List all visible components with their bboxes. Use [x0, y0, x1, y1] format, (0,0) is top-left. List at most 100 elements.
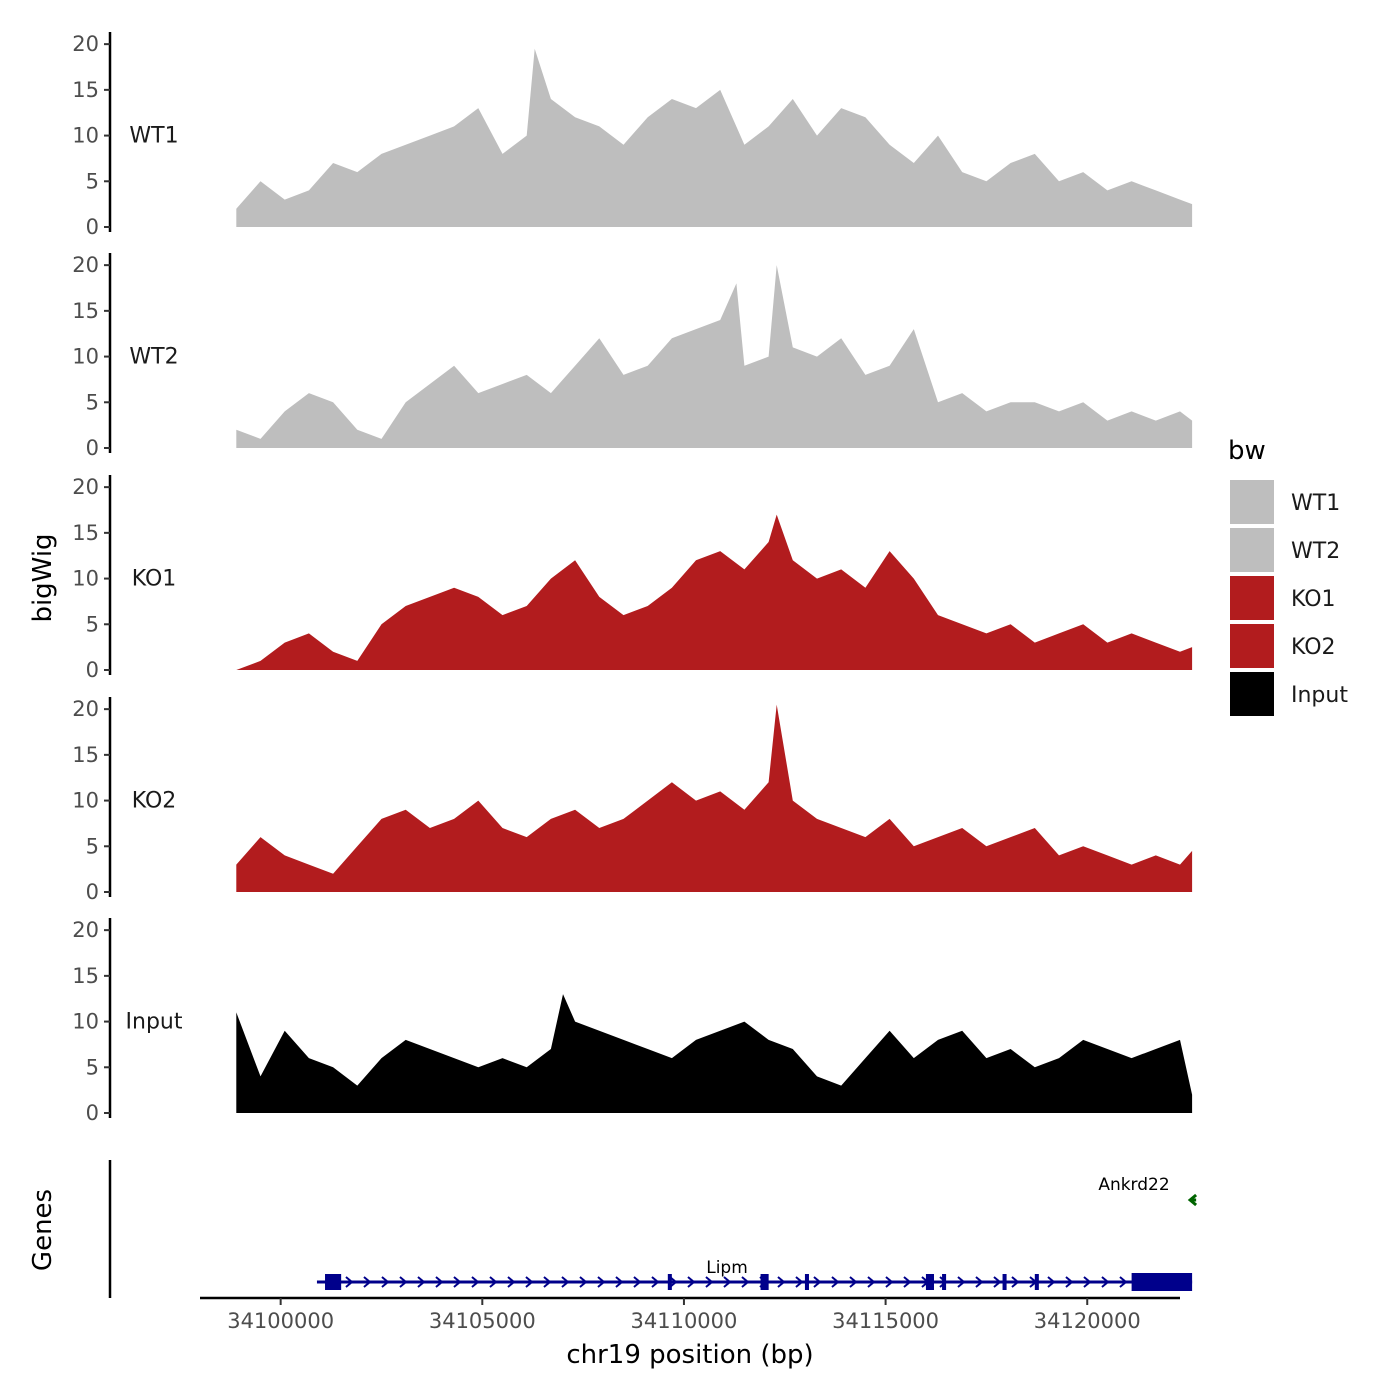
- y-tick-label: 0: [86, 658, 99, 682]
- strand-arrow: [525, 1276, 534, 1288]
- gene-track: Lipm Ankrd22: [108, 1160, 1198, 1298]
- strand-arrow: [849, 1276, 858, 1288]
- strand-arrow: [363, 1276, 372, 1288]
- x-tick-label: 34110000: [631, 1309, 738, 1333]
- strand-arrow: [831, 1276, 840, 1288]
- gene-exon: [1131, 1273, 1193, 1291]
- legend-label: WT2: [1291, 539, 1340, 564]
- y-tick-label: 15: [72, 78, 99, 102]
- legend-label: Input: [1291, 683, 1348, 708]
- y-tick-label: 15: [72, 964, 99, 988]
- legend-key-wt2: [1230, 528, 1274, 572]
- track-ko1: 0 5 10 15 20 KO1: [72, 475, 1193, 682]
- strand-arrow: [957, 1276, 966, 1288]
- strand-arrow: [543, 1276, 552, 1288]
- gene-exon: [325, 1274, 342, 1290]
- y-axis-title: bigWig: [28, 533, 58, 622]
- track-label: KO1: [132, 567, 177, 592]
- y-tick-label: 10: [72, 1010, 99, 1034]
- y-tick-label: 5: [86, 1055, 99, 1079]
- strand-arrow: [561, 1276, 570, 1288]
- y-tick-label: 0: [86, 880, 99, 904]
- strand-arrow: [1083, 1276, 1092, 1288]
- strand-arrow: [741, 1276, 750, 1288]
- coverage-area-ko2: [236, 704, 1193, 892]
- strand-arrow: [885, 1276, 894, 1288]
- gene-exon: [925, 1274, 934, 1290]
- y-tick-label: 5: [86, 390, 99, 414]
- legend-key-ko2: [1230, 624, 1274, 668]
- track-wt1: 0 5 10 15 20 WT1: [72, 32, 1193, 239]
- strand-arrow: [1187, 1193, 1198, 1207]
- y-tick-label: 5: [86, 834, 99, 858]
- strand-arrow: [795, 1276, 804, 1288]
- strand-arrow: [489, 1276, 498, 1288]
- strand-arrow: [345, 1276, 354, 1288]
- y-tick-label: 20: [72, 253, 99, 277]
- y-tick-label: 10: [72, 567, 99, 591]
- strand-arrow: [723, 1276, 732, 1288]
- strand-arrow: [975, 1276, 984, 1288]
- y-tick-label: 15: [72, 521, 99, 545]
- y-tick-label: 15: [72, 299, 99, 323]
- x-tick-label: 34105000: [429, 1309, 536, 1333]
- y-tick-label: 5: [86, 612, 99, 636]
- y-tick-label: 20: [72, 32, 99, 56]
- strand-arrow: [669, 1276, 678, 1288]
- strand-arrow: [1119, 1276, 1128, 1288]
- legend-title: bw: [1228, 436, 1266, 466]
- strand-arrow: [903, 1276, 912, 1288]
- track-wt2: 0 5 10 15 20 WT2: [72, 253, 1193, 460]
- y-tick-label: 20: [72, 697, 99, 721]
- track-label: WT2: [129, 345, 178, 370]
- track-label: WT1: [129, 124, 178, 149]
- legend-key-wt1: [1230, 480, 1274, 524]
- strand-arrow: [777, 1276, 786, 1288]
- strand-arrow: [633, 1276, 642, 1288]
- legend: bw WT1 WT2 KO1 KO2 Input: [1228, 436, 1348, 716]
- strand-arrow: [507, 1276, 516, 1288]
- strand-arrow: [435, 1276, 444, 1288]
- track-ko2: 0 5 10 15 20 KO2: [72, 697, 1193, 904]
- track-input: 0 5 10 15 20 Input: [72, 918, 1193, 1125]
- gene-exon: [760, 1274, 769, 1290]
- legend-key-input: [1230, 672, 1274, 716]
- y-tick-label: 20: [72, 475, 99, 499]
- coverage-area-ko1: [236, 514, 1193, 670]
- track-label: KO2: [132, 789, 177, 814]
- y-tick-label: 0: [86, 215, 99, 239]
- strand-arrow: [705, 1276, 714, 1288]
- strand-arrow: [813, 1276, 822, 1288]
- y-tick-label: 10: [72, 789, 99, 813]
- strand-arrow: [651, 1276, 660, 1288]
- legend-label: KO1: [1291, 587, 1336, 612]
- strand-arrow: [615, 1276, 624, 1288]
- gene-exon: [1034, 1274, 1039, 1290]
- gene-lipm: Lipm: [316, 1258, 1193, 1291]
- strand-arrow: [1047, 1276, 1056, 1288]
- coverage-area-wt1: [236, 48, 1193, 228]
- track-label: Input: [126, 1010, 183, 1035]
- y-tick-label: 10: [72, 124, 99, 148]
- x-axis: 34100000 34105000 34110000 34115000 34120000: [200, 1296, 1180, 1333]
- gene-exon: [804, 1274, 809, 1290]
- strand-arrow: [867, 1276, 876, 1288]
- gene-exon: [1002, 1274, 1007, 1290]
- strand-arrow: [399, 1276, 408, 1288]
- y-tick-label: 10: [72, 345, 99, 369]
- y-tick-label: 15: [72, 743, 99, 767]
- strand-arrow: [993, 1276, 1002, 1288]
- legend-label: WT1: [1291, 491, 1340, 516]
- strand-arrow: [417, 1276, 426, 1288]
- strand-arrow: [471, 1276, 480, 1288]
- legend-key-ko1: [1230, 576, 1274, 620]
- strand-arrow: [1101, 1276, 1110, 1288]
- gene-label: Lipm: [706, 1258, 748, 1278]
- y-tick-label: 5: [86, 169, 99, 193]
- y-tick-label: 20: [72, 918, 99, 942]
- gene-exon: [942, 1274, 947, 1290]
- strand-arrow: [579, 1276, 588, 1288]
- y-tick-label: 0: [86, 1101, 99, 1125]
- gene-label: Ankrd22: [1098, 1175, 1169, 1195]
